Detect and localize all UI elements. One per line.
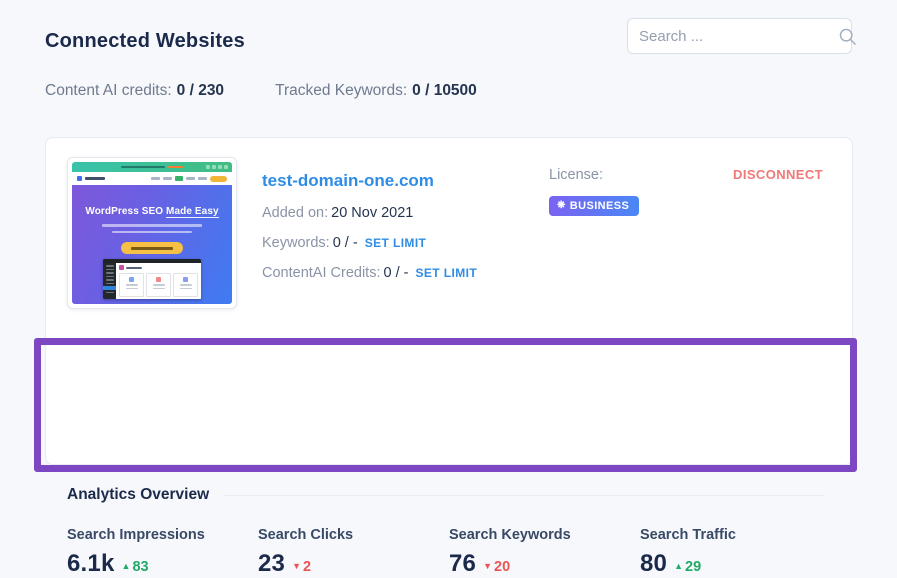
- thumbnail-headline: WordPress SEO Made Easy: [85, 206, 219, 218]
- page-title: Connected Websites: [45, 30, 245, 52]
- content-ai-credits-value: 0 / 230: [176, 82, 225, 99]
- content-ai-credits-summary: Content AI credits: 0 / 230: [45, 82, 224, 100]
- stat-delta: 83: [122, 559, 148, 575]
- stat-value: 80: [640, 550, 668, 577]
- disconnect-button[interactable]: DISCONNECT: [733, 167, 823, 182]
- stat-delta: 20: [483, 559, 510, 575]
- domain-link[interactable]: test-domain-one.com: [262, 171, 434, 190]
- search-input[interactable]: [639, 27, 838, 45]
- analytics-highlight-box: [34, 338, 857, 472]
- license-badge-text: BUSINESS: [569, 200, 630, 212]
- license-section: License: ❋ BUSINESS: [549, 167, 640, 216]
- stat-delta: 2: [292, 559, 311, 575]
- keywords-value: 0 / -: [332, 235, 358, 251]
- tracked-keywords-label: Tracked Keywords:: [275, 82, 408, 99]
- stat-value: 76: [449, 550, 477, 577]
- tracked-keywords-summary: Tracked Keywords: 0 / 10500: [275, 82, 477, 100]
- contentai-credits-value: 0 / -: [383, 265, 409, 281]
- stat-label: Search Impressions: [67, 527, 205, 543]
- search-box[interactable]: [627, 18, 856, 54]
- keywords-set-limit-link[interactable]: SET LIMIT: [364, 236, 427, 250]
- thumbnail-navbar: [72, 172, 232, 185]
- website-info: test-domain-one.com Added on: 20 Nov 2021…: [262, 157, 477, 281]
- contentai-credits-row: ContentAI Credits: 0 / - SET LIMIT: [262, 265, 477, 281]
- stat-delta: 29: [674, 559, 701, 575]
- license-badge: ❋ BUSINESS: [549, 196, 640, 216]
- website-card: WordPress SEO Made Easy: [34, 137, 857, 577]
- stat-search-traffic: Search Traffic 80 29: [640, 527, 831, 578]
- stat-label: Search Clicks: [258, 527, 354, 543]
- analytics-title: Analytics Overview: [67, 486, 210, 503]
- contentai-credits-label: ContentAI Credits:: [262, 265, 381, 281]
- added-on-value: 20 Nov 2021: [331, 205, 414, 221]
- keywords-label: Keywords:: [262, 235, 330, 251]
- thumbnail-download-button: [121, 242, 183, 254]
- license-label: License:: [549, 167, 604, 183]
- stat-label: Search Traffic: [640, 527, 736, 543]
- search-icon[interactable]: [838, 27, 857, 46]
- website-thumbnail-preview: WordPress SEO Made Easy: [72, 162, 232, 304]
- stat-value: 23: [258, 550, 286, 577]
- content-ai-credits-label: Content AI credits:: [45, 82, 172, 99]
- stat-value: 6.1k: [67, 550, 115, 577]
- analytics-stats: Search Impressions 6.1k 83 Search Clicks…: [67, 527, 831, 578]
- stat-label: Search Keywords: [449, 527, 571, 543]
- stat-search-keywords: Search Keywords 76 20: [449, 527, 640, 578]
- added-on-row: Added on: 20 Nov 2021: [262, 205, 477, 221]
- tracked-keywords-value: 0 / 10500: [412, 82, 477, 99]
- stat-search-impressions: Search Impressions 6.1k 83: [67, 527, 258, 578]
- website-thumbnail[interactable]: WordPress SEO Made Easy: [67, 157, 237, 309]
- thumbnail-dashboard-mock: [103, 259, 201, 299]
- thumbnail-logo-icon: [77, 176, 82, 181]
- analytics-header: Analytics Overview: [67, 478, 831, 504]
- contentai-set-limit-link[interactable]: SET LIMIT: [415, 266, 478, 280]
- added-on-label: Added on:: [262, 205, 329, 221]
- credits-summary: Content AI credits: 0 / 230 Tracked Keywo…: [45, 82, 477, 100]
- analytics-overview-section: Analytics Overview Search Impressions 6.…: [46, 478, 852, 578]
- thumbnail-promo-banner: [72, 162, 232, 172]
- thumbnail-hero: WordPress SEO Made Easy: [72, 185, 232, 304]
- stat-search-clicks: Search Clicks 23 2: [258, 527, 449, 578]
- keywords-row: Keywords: 0 / - SET LIMIT: [262, 235, 477, 251]
- license-badge-icon: ❋: [557, 200, 566, 211]
